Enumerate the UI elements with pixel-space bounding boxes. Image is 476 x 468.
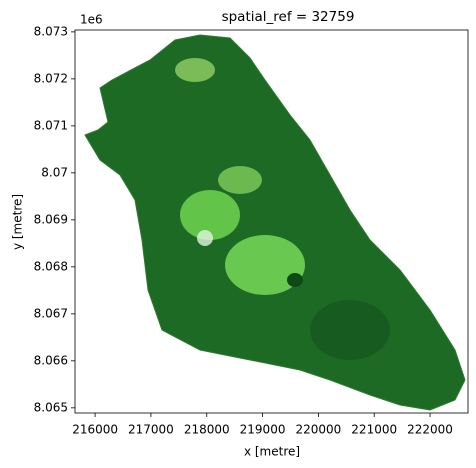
y-tick-label: 8.071	[34, 118, 68, 132]
y-tick-label: 8.065	[34, 400, 68, 414]
x-tick-label: 218000	[184, 423, 230, 437]
light-patch	[218, 166, 262, 194]
dark-patch	[287, 273, 303, 287]
chart-title: spatial_ref = 32759	[222, 9, 355, 25]
x-axis-label: x [metre]	[244, 445, 300, 459]
island-image	[84, 34, 466, 411]
light-patch	[225, 235, 305, 295]
y-tick-label: 8.07	[41, 165, 68, 179]
x-tick-label: 222000	[407, 423, 453, 437]
y-offset-label: 1e6	[80, 13, 103, 27]
dark-patch	[310, 300, 390, 360]
island	[84, 34, 466, 411]
y-tick-label: 8.066	[34, 353, 68, 367]
y-tick-label: 8.073	[34, 24, 68, 38]
light-patch	[180, 190, 240, 240]
x-tick-label: 217000	[128, 423, 174, 437]
x-tick-label: 220000	[295, 423, 341, 437]
y-tick-label: 8.067	[34, 306, 68, 320]
y-axis-label: y [metre]	[11, 194, 25, 250]
x-tick-label: 219000	[240, 423, 286, 437]
light-patch	[175, 58, 215, 82]
x-tick-label: 221000	[351, 423, 397, 437]
y-tick-label: 8.072	[34, 71, 68, 85]
y-tick-label: 8.069	[34, 212, 68, 226]
x-tick-label: 216000	[72, 423, 118, 437]
y-tick-label: 8.068	[34, 259, 68, 273]
axes-frame	[74, 29, 469, 414]
light-patch	[197, 230, 213, 246]
